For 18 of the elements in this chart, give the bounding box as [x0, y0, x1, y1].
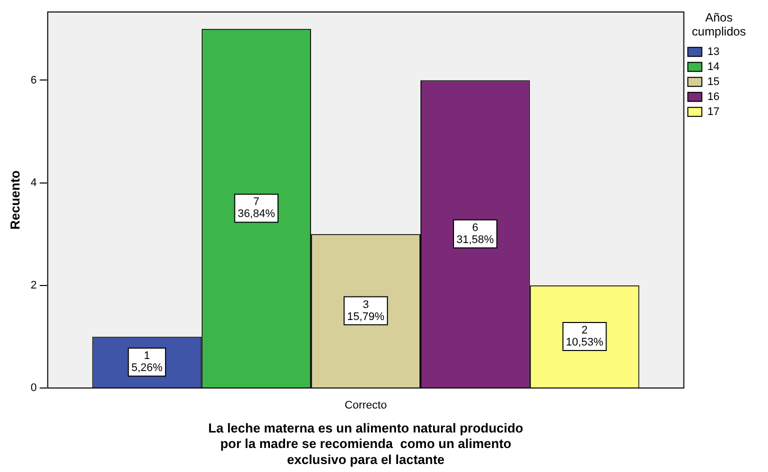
data-label: 7 36,84%	[238, 196, 276, 220]
x-tick-label: Correcto	[344, 400, 387, 412]
legend-label: 14	[707, 60, 744, 73]
y-tick-label: 6	[30, 74, 37, 86]
data-label: 6 31,58%	[456, 222, 494, 246]
y-tick-label: 0	[30, 382, 37, 394]
y-tick-label: 4	[30, 176, 37, 189]
legend-label: 15	[707, 76, 744, 88]
x-axis-title: La leche materna es un alimento natural producido por la madre se recomienda como un alimento exclusivo para el lactante	[208, 420, 524, 467]
legend-title: Años cumplidos	[692, 10, 746, 39]
data-label: 2 10,53%	[566, 324, 604, 348]
y-axis-title: Recuento	[7, 170, 22, 230]
legend-label: 13	[707, 46, 744, 58]
data-label: 1 5,26%	[131, 350, 163, 374]
legend-label: 17	[707, 106, 744, 118]
data-label: 3 15,79%	[347, 298, 385, 323]
legend-label: 16	[707, 90, 744, 103]
y-tick-label: 2	[30, 279, 37, 292]
